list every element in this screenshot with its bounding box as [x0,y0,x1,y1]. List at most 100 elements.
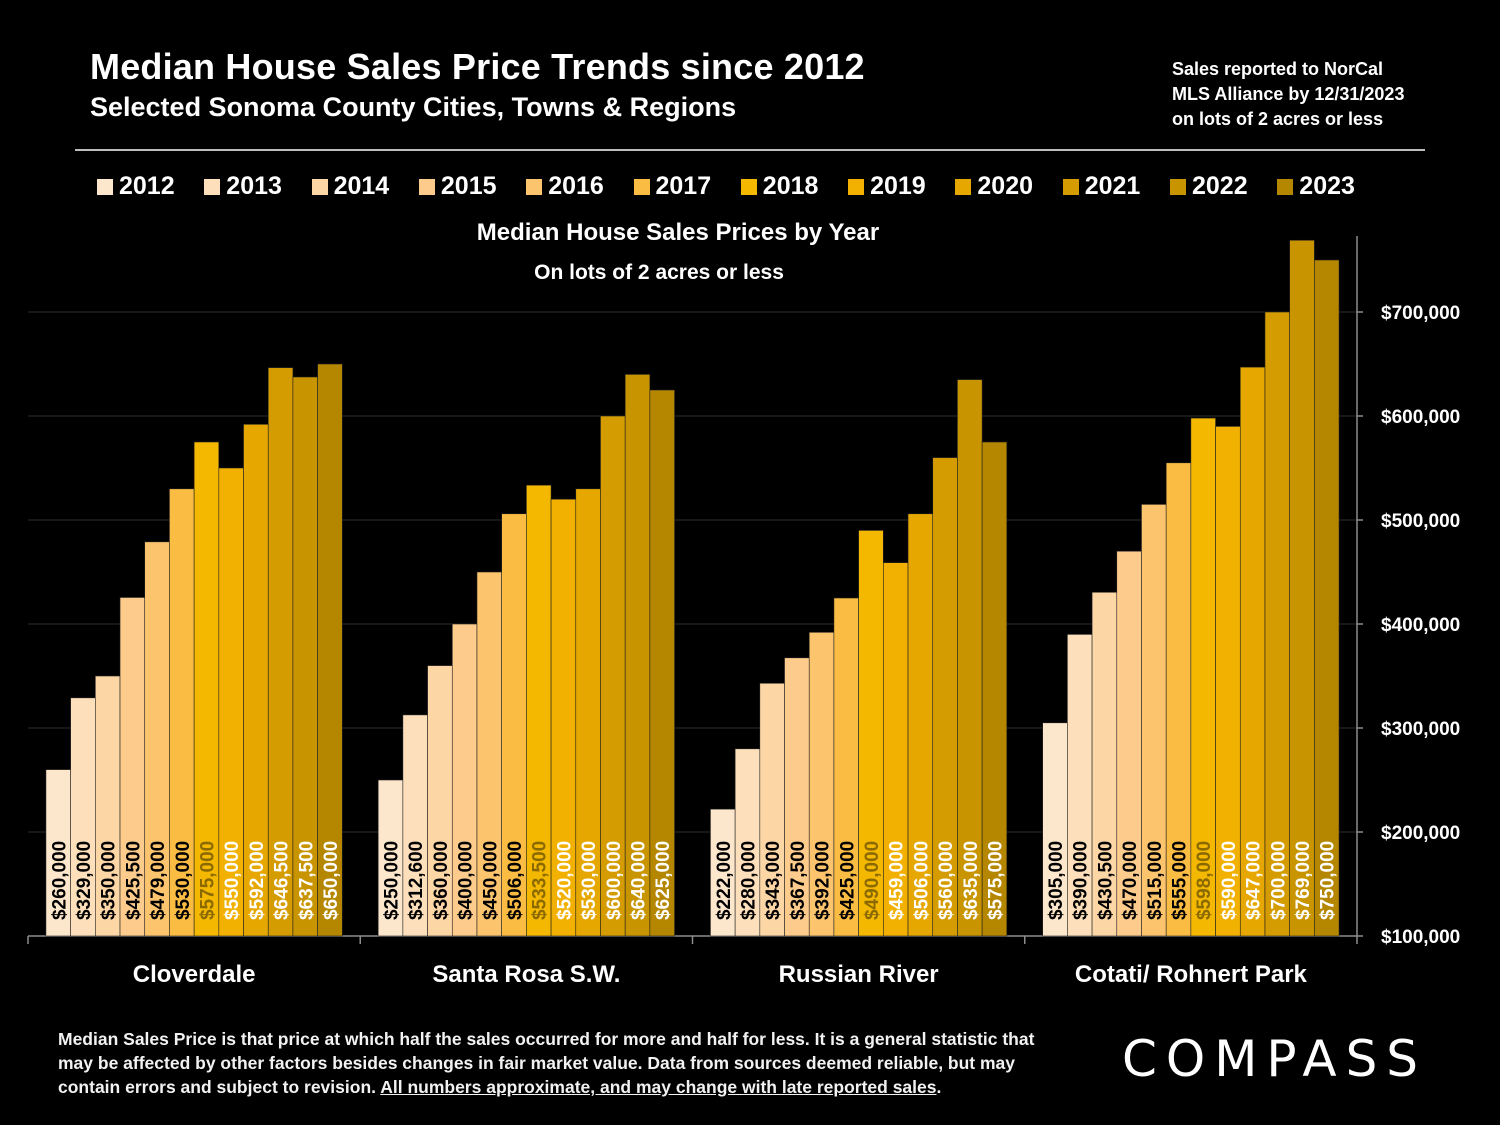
data-label: $312,600 [406,841,427,920]
data-label: $222,000 [714,841,735,920]
bar-2020-1 [243,424,269,937]
bar-2023-2 [649,389,675,937]
data-label: $390,000 [1071,841,1092,920]
legend-label: 2012 [119,172,175,200]
data-label: $490,000 [862,841,883,920]
bar-2015-3 [784,657,810,937]
data-label: $459,000 [887,841,908,920]
bar-2023-4 [1314,259,1340,937]
bar-2012-2 [377,779,404,937]
page-subtitle: Selected Sonoma County Cities, Towns & R… [90,92,737,122]
data-label: $400,000 [456,841,477,920]
bar-2022-3 [957,379,983,937]
data-label: $640,000 [629,841,650,920]
data-label: $506,000 [505,841,526,920]
data-label: $425,500 [123,841,144,920]
source-note-line: Sales reported to NorCal [1172,59,1384,79]
footer-disclaimer: Median Sales Price is that price at whic… [58,1027,1068,1099]
bar-2016-4 [1141,504,1167,937]
legend-label: 2023 [1299,172,1355,200]
data-label: $430,500 [1095,841,1116,920]
x-category-label: Cloverdale [133,961,256,988]
legend-item-2021: 2021 [1062,172,1141,201]
chart-subtitle: On lots of 2 acres or less [534,261,784,284]
data-label: $650,000 [321,841,342,920]
legend-label: 2021 [1084,172,1141,200]
legend-item-2013: 2013 [204,172,282,201]
data-label: $647,000 [1244,841,1265,920]
legend-label: 2017 [655,172,712,200]
bar-2017-1 [169,488,195,937]
legend-label: 2014 [333,172,390,200]
source-note-line: on lots of 2 acres or less [1172,109,1384,129]
bar-2023-1 [317,363,343,937]
bar-2013-2 [402,714,428,937]
data-label: $575,000 [197,841,218,920]
legend-swatch [97,178,113,195]
footer-underlined-text: All numbers approximate, and may change … [380,1077,937,1097]
data-label: $280,000 [738,841,759,920]
source-note: Sales reported to NorCal MLS Alliance by… [1172,57,1472,132]
compass-logo: COMPASS [1122,1030,1428,1088]
legend-swatch [955,178,972,195]
x-category-label: Santa Rosa S.W. [432,961,620,988]
x-category-label: Russian River [779,961,939,988]
legend-label: 2013 [226,172,282,200]
legend-item-2023: 2023 [1277,172,1355,201]
bar-2018-3 [858,530,884,937]
bar-2017-4 [1165,462,1192,937]
source-note-line: MLS Alliance by 12/31/2023 [1172,84,1405,104]
data-label: $350,000 [99,841,120,920]
legend-item-2022: 2022 [1170,172,1248,201]
bar-2015-1 [119,597,146,937]
legend-label: 2018 [762,172,819,200]
bar-2019-1 [218,467,244,937]
data-label: $392,000 [813,841,834,920]
y-tick-label: $100,000 [1381,927,1460,948]
bar-2022-1 [292,376,318,937]
bar-2022-4 [1289,239,1315,937]
bar-2012-4 [1042,722,1068,937]
data-label: $598,000 [1194,841,1215,920]
bar-2014-3 [759,682,785,937]
data-label: $305,000 [1046,841,1067,920]
y-tick-label: $400,000 [1381,615,1460,636]
legend-swatch [1062,178,1079,195]
legend-swatch [1170,178,1186,195]
chart-title: Median House Sales Prices by Year [476,219,880,246]
legend-item-2020: 2020 [955,172,1033,201]
bar-2021-3 [932,457,958,937]
x-category-label: Cotati/ Rohnert Park [1075,961,1308,988]
legend-swatch [1277,178,1294,195]
bar-2013-3 [734,748,761,937]
data-label: $343,000 [763,841,784,920]
bar-2020-4 [1239,366,1266,937]
bar-2018-2 [526,484,552,937]
legend-swatch [311,178,328,195]
data-label: $646,500 [272,841,293,920]
legend-swatch [418,178,435,195]
legend-label: 2015 [440,172,497,200]
y-tick-label: $600,000 [1381,407,1460,428]
data-label: $600,000 [604,841,625,920]
legend-item-2012: 2012 [97,172,175,201]
footer-period: . [936,1077,942,1097]
data-label: $750,000 [1318,841,1339,920]
legend-item-2014: 2014 [311,172,390,201]
legend-swatch [740,178,757,195]
data-label: $250,000 [382,841,403,920]
data-label: $590,000 [1219,841,1240,920]
bar-2016-1 [144,541,170,937]
data-label: $769,000 [1293,841,1314,920]
legend-label: 2016 [548,172,604,200]
bar-2021-4 [1264,311,1290,937]
y-tick-label: $200,000 [1381,823,1460,844]
bar-2016-2 [476,571,502,937]
data-label: $479,000 [148,841,169,920]
legend-label: 2019 [870,172,926,200]
data-label: $329,000 [74,841,95,920]
bar-2022-2 [624,374,651,937]
legend-swatch [848,178,865,195]
legend-swatch [633,178,650,195]
data-label: $533,500 [530,841,551,920]
